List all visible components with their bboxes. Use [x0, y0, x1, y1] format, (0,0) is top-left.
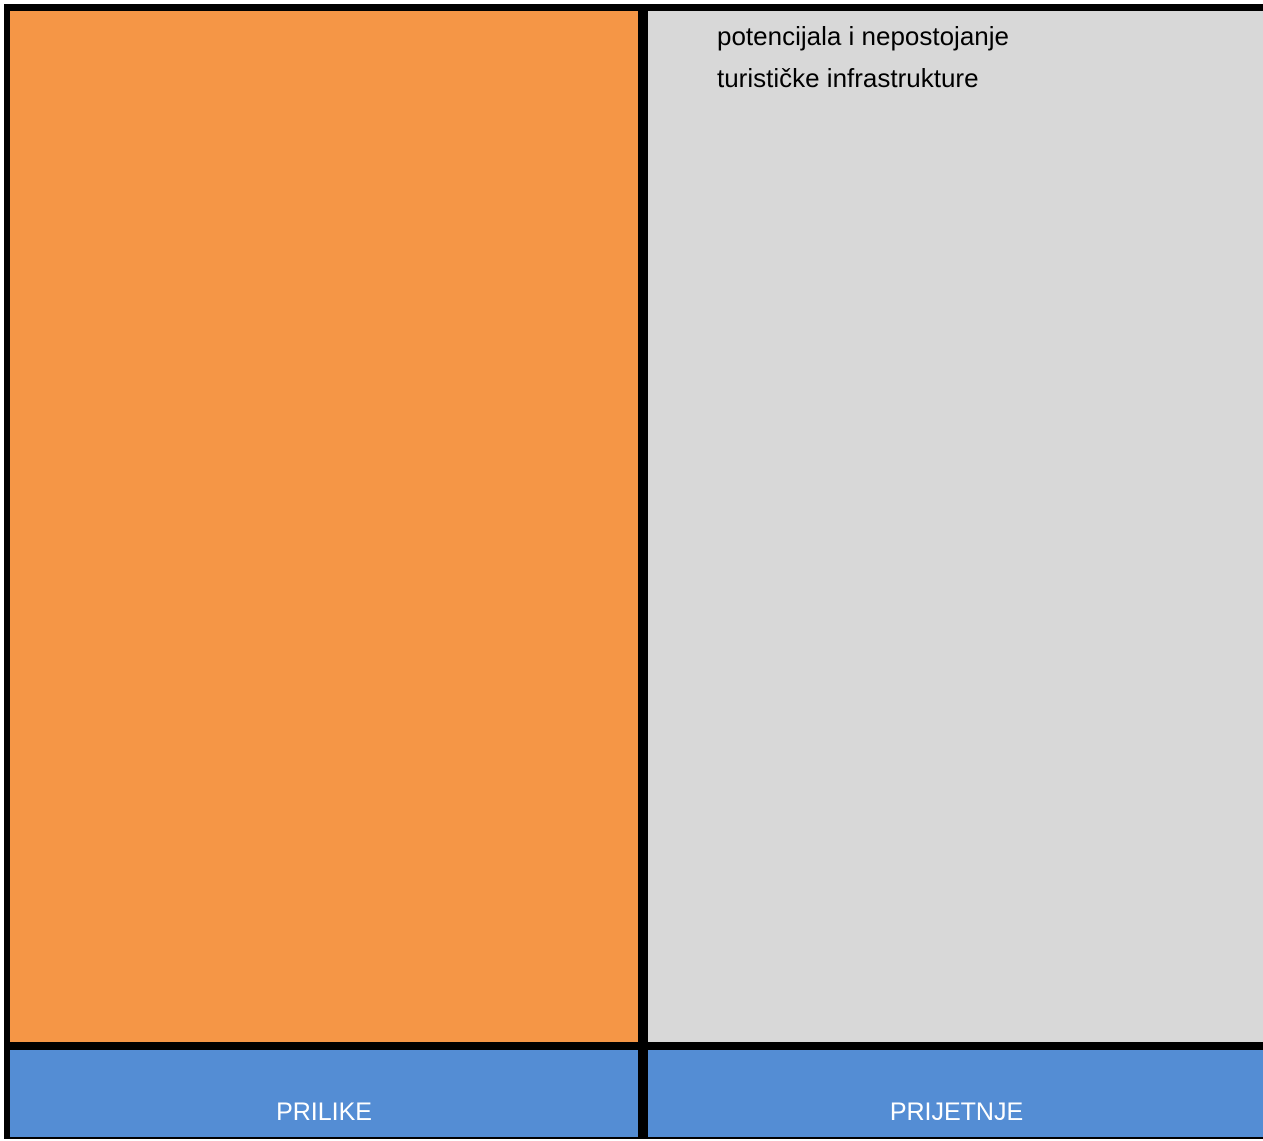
threats-header-cell: PRIJETNJE: [648, 1050, 1263, 1137]
weakness-line: potencijala i nepostojanje: [717, 21, 1009, 51]
weakness-line: turističke infrastrukture: [717, 63, 979, 93]
swot-table: potencijala i nepostojanje turističke in…: [4, 4, 1263, 1137]
opportunities-label: PRILIKE: [276, 1098, 372, 1126]
grey-cell: potencijala i nepostojanje turističke in…: [648, 11, 1263, 1042]
weakness-text: potencijala i nepostojanje turističke in…: [717, 15, 1009, 99]
bottom-border: [4, 1137, 1263, 1139]
orange-cell: [10, 11, 638, 1042]
opportunities-header-cell: PRILIKE: [10, 1050, 638, 1137]
threats-label: PRIJETNJE: [889, 1098, 1024, 1126]
